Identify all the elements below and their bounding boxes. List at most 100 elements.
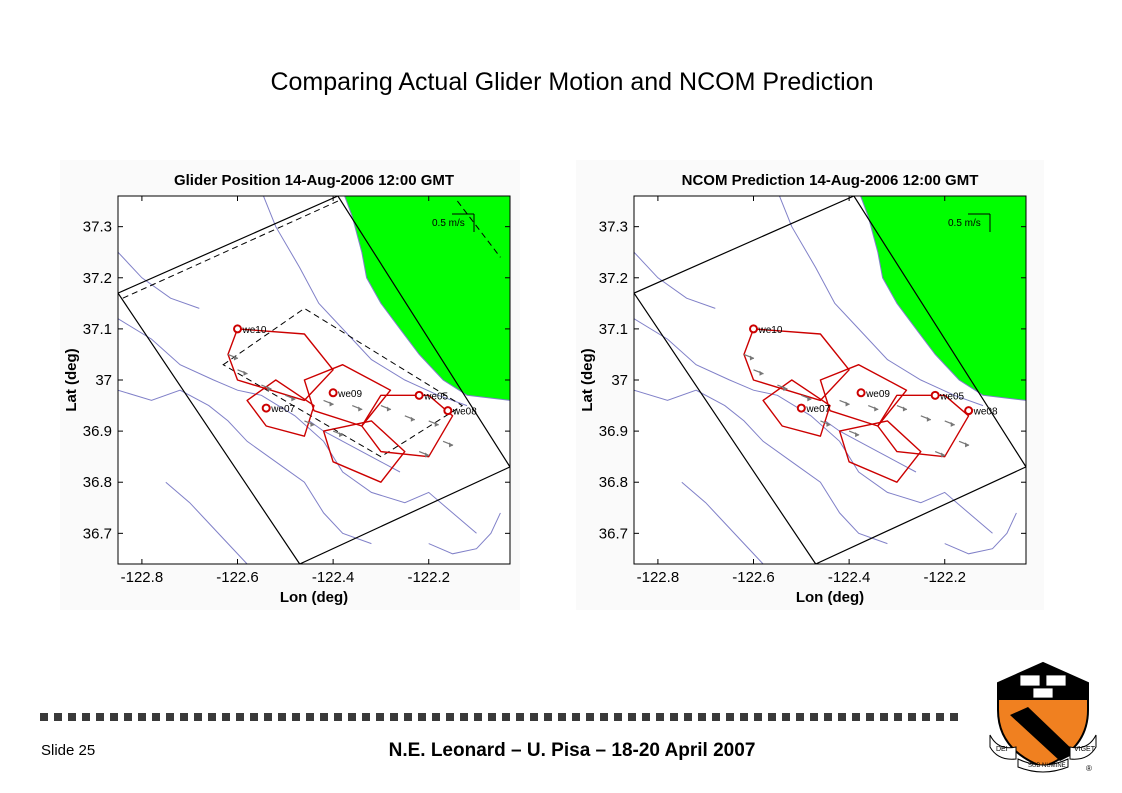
- current-arrowhead: [329, 401, 334, 407]
- glider-track: [838, 420, 922, 483]
- glider-marker-we05: [414, 390, 424, 400]
- y-tick-label: 36.8: [599, 474, 628, 491]
- footer-divider: [40, 713, 960, 721]
- glider-position-plot: we10 we09 we07 we05 we08 0.5 m/s -122.8 -122.6 -…: [63, 172, 511, 606]
- y-tick-label: 37.1: [599, 321, 628, 338]
- current-arrowhead: [807, 396, 812, 402]
- current-arrowhead: [310, 421, 315, 427]
- bathymetry-contour: [118, 251, 200, 309]
- glider-label-we05: we05: [939, 391, 964, 402]
- dashed-boundary: [457, 200, 501, 258]
- current-arrowhead: [425, 452, 430, 458]
- glider-marker-we09: [328, 388, 338, 398]
- current-arrowhead: [291, 396, 296, 402]
- bathymetry-contour: [778, 196, 984, 407]
- current-arrowhead: [434, 421, 439, 427]
- current-arrowhead: [965, 442, 970, 448]
- glider-marker-we08: [443, 406, 453, 416]
- bathymetry-contour: [165, 481, 248, 564]
- glider-marker-we07: [261, 403, 271, 413]
- current-arrowhead: [926, 416, 931, 422]
- current-arrowhead: [941, 452, 946, 458]
- scale-label: 0.5 m/s: [948, 218, 981, 229]
- glider-label-we08: we08: [973, 407, 998, 418]
- x-tick-label: -122.8: [121, 569, 164, 586]
- bathymetry-contour: [118, 318, 477, 534]
- glider-marker-we07: [796, 403, 806, 413]
- current-arrowhead: [386, 406, 391, 412]
- current-arrowhead: [243, 370, 248, 376]
- bathymetry-contour: [824, 420, 917, 473]
- land-mass: [344, 196, 510, 401]
- y-tick-label: 37: [611, 372, 628, 389]
- ncom-prediction-chart: we10 we09 we07 we05 we08 0.5 m/s -122.8 -122.6 -…: [576, 160, 1044, 610]
- y-tick-label: 37.2: [599, 270, 628, 287]
- y-tick-label: 36.9: [83, 423, 112, 440]
- bathymetry-contour: [262, 196, 468, 407]
- glider-track: [303, 363, 392, 427]
- glider-track: [762, 379, 831, 437]
- current-arrowhead: [267, 386, 272, 392]
- bathymetry-contour: [944, 512, 1017, 555]
- glider-marker-we09: [856, 388, 866, 398]
- svg-text:DEI: DEI: [996, 746, 1008, 753]
- x-tick-label: -122.2: [923, 569, 966, 586]
- x-axis-label: Lon (deg): [280, 589, 348, 606]
- current-arrowhead: [339, 432, 344, 438]
- glider-label-we07: we07: [805, 404, 830, 415]
- bathymetry-contour: [634, 389, 888, 545]
- current-arrowhead: [783, 386, 788, 392]
- chart-title: NCOM Prediction 14-Aug-2006 12:00 GMT: [682, 172, 979, 189]
- x-tick-label: -122.2: [407, 569, 450, 586]
- model-domain-box: [634, 196, 1026, 564]
- ncom-prediction-plot: we10 we09 we07 we05 we08 0.5 m/s -122.8 -122.6 -…: [579, 172, 1027, 606]
- glider-track: [246, 379, 315, 437]
- current-arrowhead: [410, 416, 415, 422]
- slide-number: Slide 25: [41, 742, 96, 759]
- glider-label-we05: we05: [423, 391, 448, 402]
- glider-track: [819, 363, 908, 427]
- footer-credit: N.E. Leonard – U. Pisa – 18-20 April 200…: [388, 740, 756, 761]
- current-arrowhead: [845, 401, 850, 407]
- bathymetry-contour: [634, 318, 993, 534]
- glider-track: [322, 420, 406, 483]
- x-tick-label: -122.4: [312, 569, 355, 586]
- glider-track: [361, 394, 454, 458]
- y-tick-label: 36.7: [599, 525, 628, 542]
- y-axis-label: Lat (deg): [579, 348, 596, 411]
- slide-title: Comparing Actual Glider Motion and NCOM …: [270, 68, 874, 96]
- bathymetry-contour: [634, 251, 716, 309]
- current-arrowhead: [749, 355, 754, 361]
- current-arrowhead: [874, 406, 879, 412]
- x-tick-label: -122.6: [216, 569, 259, 586]
- y-tick-label: 37.3: [83, 219, 112, 236]
- current-arrowhead: [902, 406, 907, 412]
- y-tick-label: 36.9: [599, 423, 628, 440]
- chart-title: Glider Position 14-Aug-2006 12:00 GMT: [174, 172, 454, 189]
- princeton-shield-logo: DEI VIGET SUB NUMINE ®: [988, 655, 1098, 780]
- x-tick-label: -122.4: [828, 569, 871, 586]
- glider-marker-we05: [930, 390, 940, 400]
- y-tick-label: 37: [95, 372, 112, 389]
- current-arrowhead: [358, 406, 363, 412]
- y-tick-label: 37.1: [83, 321, 112, 338]
- svg-text:VIGET: VIGET: [1074, 746, 1096, 753]
- current-arrowhead: [759, 370, 764, 376]
- glider-label-we09: we09: [865, 389, 890, 400]
- y-tick-label: 36.8: [83, 474, 112, 491]
- svg-text:®: ®: [1086, 764, 1092, 773]
- glider-marker-we08: [964, 406, 974, 416]
- bathymetry-contour: [308, 420, 401, 473]
- svg-text:SUB NUMINE: SUB NUMINE: [1028, 763, 1066, 769]
- bathymetry-contour: [118, 389, 372, 545]
- y-tick-label: 36.7: [83, 525, 112, 542]
- dashed-sampling-box: [222, 307, 464, 458]
- glider-label-we10: we10: [758, 325, 783, 336]
- glider-label-we07: we07: [270, 404, 295, 415]
- x-axis-label: Lon (deg): [796, 589, 864, 606]
- y-tick-label: 37.2: [83, 270, 112, 287]
- y-tick-label: 37.3: [599, 219, 628, 236]
- land-mass: [860, 196, 1026, 401]
- glider-label-we10: we10: [242, 325, 267, 336]
- y-axis-label: Lat (deg): [63, 348, 80, 411]
